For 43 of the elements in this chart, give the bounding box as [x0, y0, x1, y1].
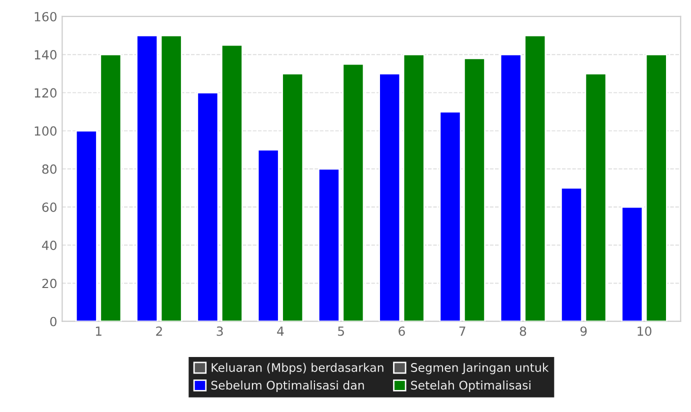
bar — [524, 34, 546, 322]
bar — [220, 44, 243, 322]
y-tick-label: 60 — [42, 202, 56, 212]
bar — [560, 187, 582, 322]
bar — [100, 54, 122, 322]
x-tick-label: 10 — [638, 326, 652, 336]
x-tick-label: 5 — [338, 326, 344, 336]
bar — [75, 130, 98, 322]
y-tick-label: 40 — [42, 240, 56, 250]
y-tick-label: 160 — [34, 12, 56, 22]
legend-label: Setelah Optimalisasi — [411, 380, 530, 392]
bar — [282, 72, 304, 322]
y-tick-label: 140 — [34, 50, 56, 60]
bar — [439, 111, 462, 322]
y-tick-label: 0 — [50, 316, 56, 326]
bar — [463, 58, 486, 322]
bar — [318, 168, 340, 322]
x-tick-label: 8 — [520, 326, 526, 336]
x-tick-label: 9 — [580, 326, 587, 336]
x-tick-label: 4 — [277, 326, 284, 336]
y-tick-label: 80 — [42, 164, 56, 174]
x-tick-label: 7 — [459, 326, 466, 336]
legend-label: Sebelum Optimalisasi dan — [211, 380, 364, 392]
bar — [584, 72, 607, 322]
y-tick-label: 100 — [34, 126, 56, 136]
legend-label: Keluaran (Mbps) berdasarkan — [212, 362, 384, 374]
bar — [621, 206, 644, 322]
bar — [196, 92, 219, 322]
bar — [136, 34, 158, 322]
y-tick-label: 20 — [42, 278, 56, 288]
x-tick-label: 2 — [156, 326, 162, 336]
bar — [402, 54, 425, 322]
y-tick-label: 120 — [34, 88, 56, 98]
x-tick-label: 6 — [398, 326, 405, 336]
bar — [500, 54, 522, 322]
bar — [160, 34, 182, 322]
bar — [378, 72, 401, 322]
x-tick-label: 1 — [96, 326, 102, 336]
legend-label: Segmen Jaringan untuk — [411, 362, 549, 374]
bar — [257, 149, 280, 322]
x-tick-label: 3 — [216, 326, 223, 336]
bar — [342, 63, 364, 322]
bar — [645, 54, 668, 322]
